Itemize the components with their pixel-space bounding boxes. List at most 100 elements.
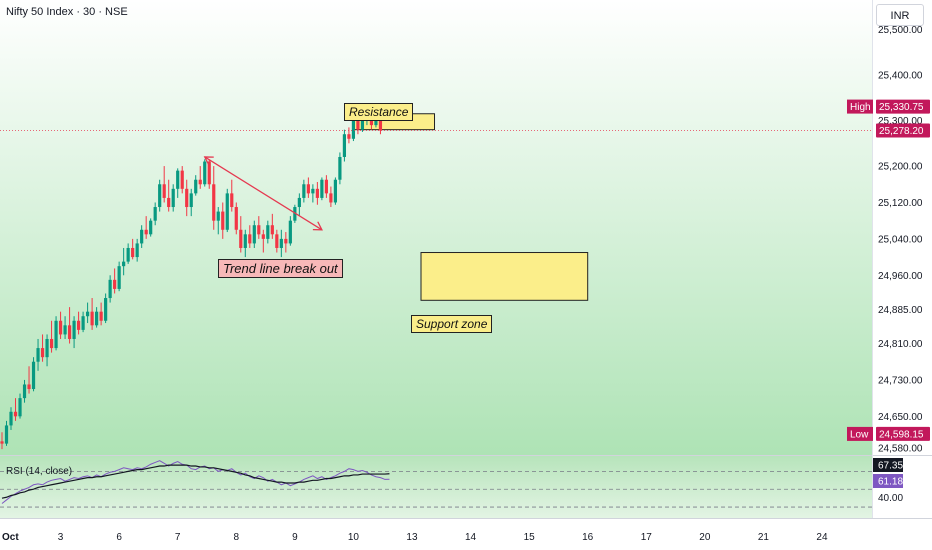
candle-body (108, 279, 112, 299)
high-value-label: 25,330.75 (879, 102, 924, 113)
candle-body (18, 398, 22, 417)
candle-body (216, 211, 220, 221)
time-tick-label: 8 (233, 532, 239, 543)
candle-body (311, 188, 315, 194)
low-value-label: 24,598.15 (879, 429, 924, 440)
trendline (204, 156, 323, 231)
candle-body (158, 184, 162, 208)
high-value-label-bg (876, 99, 930, 114)
candle-body (40, 348, 45, 358)
currency-button[interactable]: INR (876, 4, 924, 26)
rsi-ma-value: 67.35 (878, 461, 903, 472)
time-tick-label: 21 (758, 532, 770, 543)
time-tick-label: 3 (58, 532, 64, 543)
candle-body (293, 207, 297, 221)
candle-body (234, 207, 238, 230)
candle-body (207, 161, 211, 185)
candle-body (275, 234, 279, 248)
time-tick-label: 24 (816, 532, 828, 543)
symbol-title[interactable]: Nifty 50 Index · 30 · NSE (6, 6, 128, 18)
candle-body (81, 316, 85, 330)
time-tick-label: Oct (2, 532, 19, 543)
time-tick-label: 17 (641, 532, 653, 543)
price-tick-label: 25,300.00 (878, 116, 923, 127)
candle-body (347, 134, 351, 139)
price-tick-label: 24,580.00 (878, 444, 923, 455)
candle-body (225, 193, 229, 230)
price-tick-label: 25,400.00 (878, 71, 923, 82)
resistance-label: Resistance (344, 103, 414, 121)
candle-body (54, 320, 58, 349)
candle-body (22, 384, 27, 399)
time-tick-label: 7 (175, 532, 181, 543)
price-tick-label: 25,040.00 (878, 234, 923, 245)
candle-body (198, 179, 202, 185)
last-price-label-bg (876, 123, 930, 138)
candle-body (284, 238, 288, 244)
price-tick-label: 25,120.00 (878, 198, 923, 209)
candle-body (58, 320, 63, 335)
candle-body (279, 238, 283, 248)
last-price-label: 25,278.20 (879, 126, 924, 137)
candle-body (378, 116, 383, 131)
candle-body (324, 179, 328, 194)
candle-body (131, 247, 135, 258)
price-tick-label: 24,885.00 (878, 305, 923, 316)
rsi-pane-background (0, 456, 872, 518)
time-tick-label: 10 (348, 532, 360, 543)
candle-body (261, 234, 265, 239)
candle-body (135, 243, 139, 258)
candle-body (203, 161, 207, 185)
candle-body (67, 325, 72, 339)
candle-body (72, 320, 76, 339)
low-value-label-bg (876, 426, 930, 441)
candle-body (4, 425, 9, 444)
low-tag-bg (847, 426, 873, 441)
candle-body (180, 170, 184, 189)
candle-body (126, 247, 130, 262)
candle-body (36, 348, 40, 362)
time-tick-label: 16 (582, 532, 594, 543)
candle-body (252, 225, 256, 244)
candle-body (356, 120, 360, 130)
candle-body (185, 188, 189, 208)
candle-body (351, 120, 356, 139)
candle-body (49, 338, 54, 349)
candle-body (27, 384, 31, 390)
candle-body (176, 170, 180, 189)
candle-body (99, 311, 103, 321)
price-tick-label: 24,810.00 (878, 339, 923, 350)
candle-body (288, 220, 292, 244)
candle-body (342, 134, 347, 157)
low-tag-label: Low (850, 429, 869, 440)
candle-body (9, 411, 13, 426)
candle-body (144, 229, 148, 235)
support-zone (420, 252, 589, 301)
candle-body (302, 184, 306, 198)
candle-body (76, 320, 81, 330)
candle-body (113, 279, 117, 289)
candle-body (117, 266, 121, 289)
candle-body (13, 411, 18, 417)
candle-body (230, 193, 234, 208)
price-tick-label: 25,200.00 (878, 162, 923, 173)
candle-body (189, 193, 193, 208)
candle-body (306, 184, 310, 194)
price-tick-label: 24,960.00 (878, 271, 923, 282)
candle-body (162, 184, 166, 198)
candle-body (140, 229, 144, 244)
candle-body (63, 325, 67, 335)
rsi-ma-value-bg (873, 458, 903, 472)
candle-body (248, 234, 252, 244)
price-pane-background (0, 0, 872, 455)
candle-body (104, 298, 108, 321)
candle-body (95, 311, 99, 326)
candle-body (90, 311, 94, 326)
candle-body (338, 156, 342, 180)
price-tick-label: 24,730.00 (878, 375, 923, 386)
rsi-title: RSI (14, close) (6, 466, 72, 477)
candle-body (266, 225, 270, 239)
trend-breakout-label: Trend line break out (218, 259, 343, 278)
